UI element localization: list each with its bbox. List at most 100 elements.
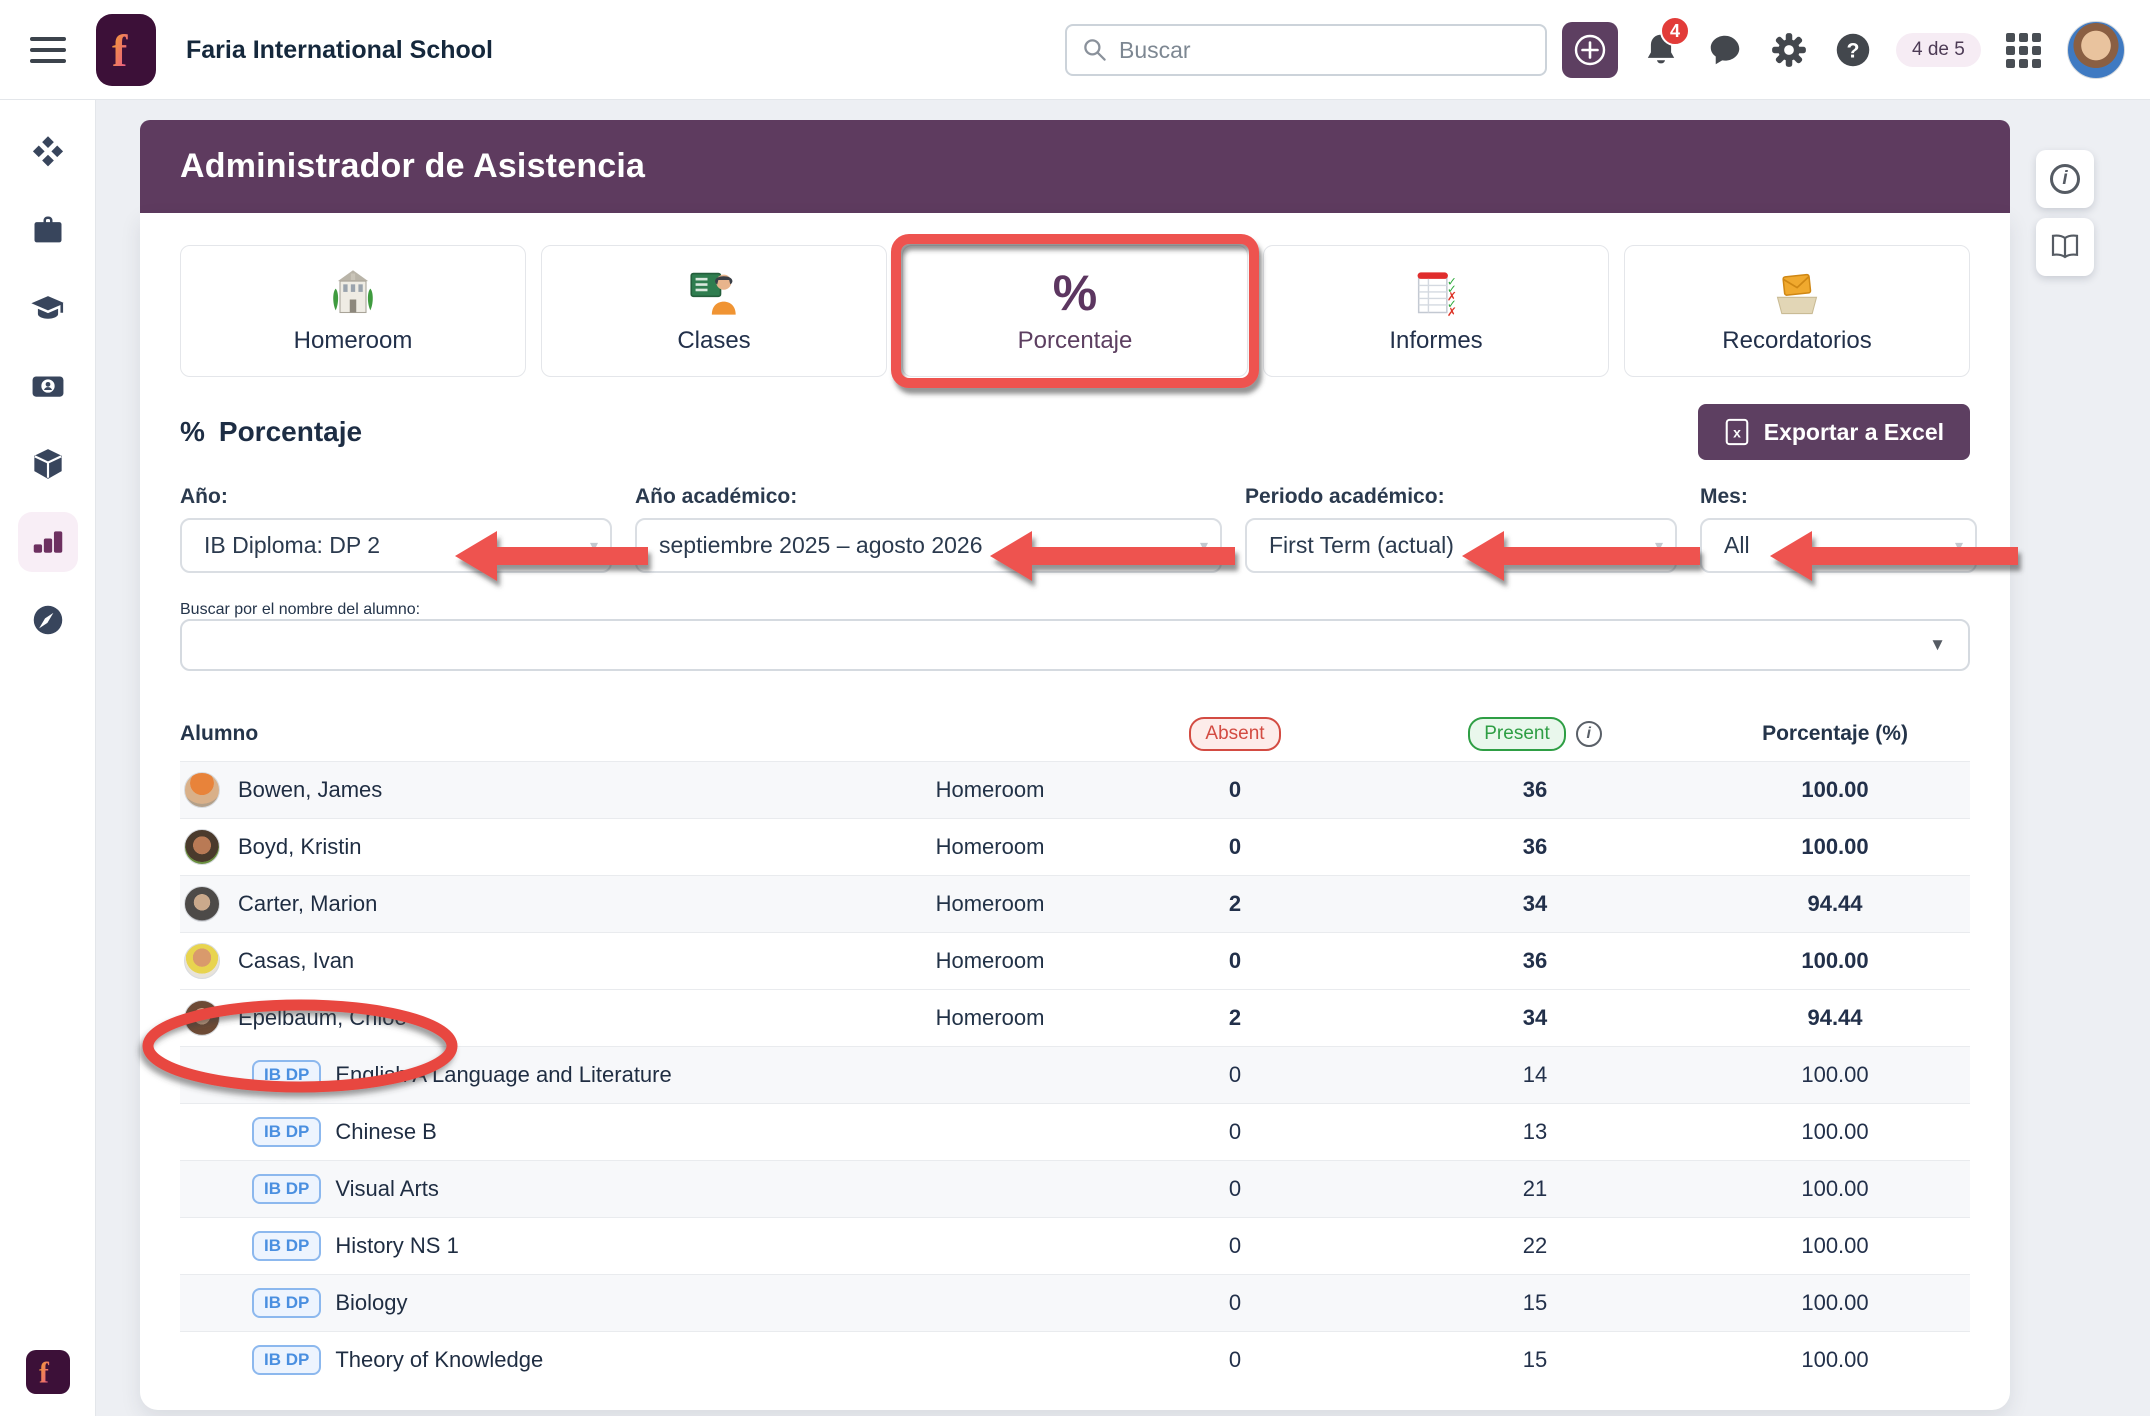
sidebar-faria-logo[interactable]: f — [26, 1350, 70, 1394]
present-cell: 14 — [1522, 1062, 1548, 1087]
messages-button[interactable] — [1704, 28, 1746, 72]
search-input[interactable] — [1119, 36, 1499, 64]
student-avatar — [184, 1000, 220, 1036]
gear-icon — [1772, 33, 1806, 67]
student-name[interactable]: Boyd, Kristin — [238, 834, 362, 859]
graduation-cap-icon — [30, 296, 65, 319]
term-select[interactable]: First Term (actual) ▾ — [1245, 518, 1677, 573]
faria-logo[interactable]: f — [96, 14, 156, 86]
svg-text:✓: ✓ — [1447, 282, 1457, 296]
year-select[interactable]: IB Diploma: DP 2 ▾ — [180, 518, 612, 573]
present-cell: 13 — [1522, 1119, 1548, 1144]
notifications-button[interactable]: 4 — [1640, 16, 1690, 72]
student-row[interactable]: Bowen, James Homeroom 0 36 100.00 — [180, 761, 1970, 818]
month-select[interactable]: All ▾ — [1700, 518, 1977, 573]
academic-year-select[interactable]: septiembre 2025 – agosto 2026 ▾ — [635, 518, 1222, 573]
percentage-cell: 100.00 — [1801, 834, 1869, 859]
student-search: Buscar por el nombre del alumno: ▼ — [180, 601, 1970, 671]
plus-icon — [1574, 34, 1606, 66]
present-cell: 22 — [1522, 1233, 1548, 1258]
sidebar-item-analytics[interactable] — [17, 512, 78, 572]
sidebar-item-academics[interactable] — [18, 278, 78, 338]
excel-file-icon: x — [1725, 418, 1749, 446]
student-name[interactable]: Casas, Ivan — [238, 948, 355, 973]
envelope-icon — [1776, 273, 1818, 315]
help-button[interactable]: ? — [1832, 28, 1874, 72]
hamburger-menu-icon[interactable] — [30, 32, 66, 68]
tab-recordatorios[interactable]: Recordatorios — [1624, 245, 1970, 377]
col-student: Alumno — [180, 722, 259, 745]
guide-button[interactable] — [2036, 218, 2094, 276]
student-name[interactable]: Bowen, James — [238, 777, 383, 802]
course-row: IB DP Biology 0 15 100.00 — [180, 1274, 1970, 1331]
absent-badge: Absent — [1189, 717, 1281, 751]
info-icon[interactable]: i — [1575, 721, 1602, 747]
percentage-cell: 100.00 — [1801, 1233, 1869, 1258]
percentage-cell: 100.00 — [1801, 948, 1869, 973]
student-avatar — [184, 943, 220, 979]
svg-text:✓: ✓ — [1447, 274, 1457, 288]
student-search-select[interactable]: ▼ — [180, 619, 1970, 671]
student-name[interactable]: Carter, Marion — [238, 891, 378, 916]
filters-row: Año: IB Diploma: DP 2 ▾ Año académico: s… — [180, 485, 1977, 573]
course-name: Chinese B — [335, 1119, 437, 1144]
tab-label: Porcentaje — [1017, 327, 1133, 354]
ibdp-badge: IB DP — [252, 1060, 322, 1090]
question-icon: ? — [1836, 33, 1870, 67]
settings-button[interactable] — [1768, 28, 1810, 72]
tab-porcentaje[interactable]: % Porcentaje — [902, 245, 1248, 377]
topbar-actions: 4 — [1562, 0, 2125, 100]
page-info-button[interactable]: i — [2036, 150, 2094, 208]
filter-year: Año: IB Diploma: DP 2 ▾ — [180, 485, 612, 573]
school-name: Faria International School — [186, 35, 493, 64]
student-avatar — [184, 886, 220, 922]
school-building-icon — [333, 270, 373, 314]
sidebar-item-briefcase[interactable] — [18, 200, 78, 260]
course-name: Visual Arts — [335, 1176, 439, 1201]
absent-cell: 0 — [1228, 1347, 1242, 1372]
svg-text:f: f — [39, 1357, 50, 1389]
id-badge-icon — [32, 376, 63, 397]
ibdp-badge: IB DP — [252, 1288, 322, 1318]
percentage-cell: 94.44 — [1807, 1005, 1863, 1030]
user-avatar[interactable] — [2066, 21, 2125, 79]
sidebar-item-id-badge[interactable] — [18, 356, 78, 416]
sidebar-item-explore[interactable] — [18, 590, 78, 650]
course-row: IB DP History NS 1 0 22 100.00 — [180, 1217, 1970, 1274]
export-excel-button[interactable]: x Exportar a Excel — [1697, 404, 1970, 460]
add-button[interactable] — [1562, 22, 1618, 78]
student-row-expanded[interactable]: Epelbaum, Chloe Homeroom 2 34 94.44 — [180, 989, 1970, 1046]
group-cell: Homeroom — [935, 777, 1045, 802]
attendance-table: Alumno Absent Present i Porcentaje (%) B… — [180, 707, 1970, 1388]
tab-label: Informes — [1389, 327, 1483, 354]
tab-clases[interactable]: Clases — [541, 245, 887, 377]
svg-text:f: f — [112, 25, 128, 76]
section-header: % Porcentaje x Exportar a Excel — [180, 403, 1970, 461]
sidebar-item-resources[interactable] — [18, 434, 78, 494]
student-row[interactable]: Carter, Marion Homeroom 2 34 94.44 — [180, 875, 1970, 932]
global-search[interactable] — [1065, 24, 1547, 76]
sidebar-item-modules[interactable] — [18, 122, 78, 182]
chat-icon — [1710, 35, 1740, 65]
notification-badge: 4 — [1660, 16, 1690, 46]
student-row[interactable]: Boyd, Kristin Homeroom 0 36 100.00 — [180, 818, 1970, 875]
info-icon: i — [2050, 164, 2080, 194]
apps-grid-button[interactable] — [2003, 28, 2045, 72]
svg-text:✓: ✓ — [1447, 297, 1457, 311]
page-title: Administrador de Asistencia — [180, 147, 646, 185]
filter-month: Mes: All ▾ — [1700, 485, 1977, 573]
chevron-down-icon: ▾ — [1654, 537, 1663, 555]
tab-homeroom[interactable]: Homeroom — [180, 245, 526, 377]
student-row[interactable]: Casas, Ivan Homeroom 0 36 100.00 — [180, 932, 1970, 989]
tab-label: Recordatorios — [1722, 327, 1872, 354]
group-cell: Homeroom — [935, 1005, 1045, 1030]
absent-cell: 0 — [1228, 1062, 1242, 1087]
percent-sign: % — [180, 416, 205, 447]
student-name[interactable]: Epelbaum, Chloe — [238, 1005, 407, 1030]
plan-badge[interactable]: 4 de 5 — [1896, 33, 1981, 67]
tab-informes[interactable]: ✓ ✓ ✗ ✓ ✗ Informes — [1263, 245, 1609, 377]
topbar: f Faria International School — [0, 0, 2150, 100]
chevron-down-icon: ▾ — [1954, 537, 1963, 555]
group-cell: Homeroom — [935, 948, 1045, 973]
tab-label: Clases — [677, 327, 751, 354]
